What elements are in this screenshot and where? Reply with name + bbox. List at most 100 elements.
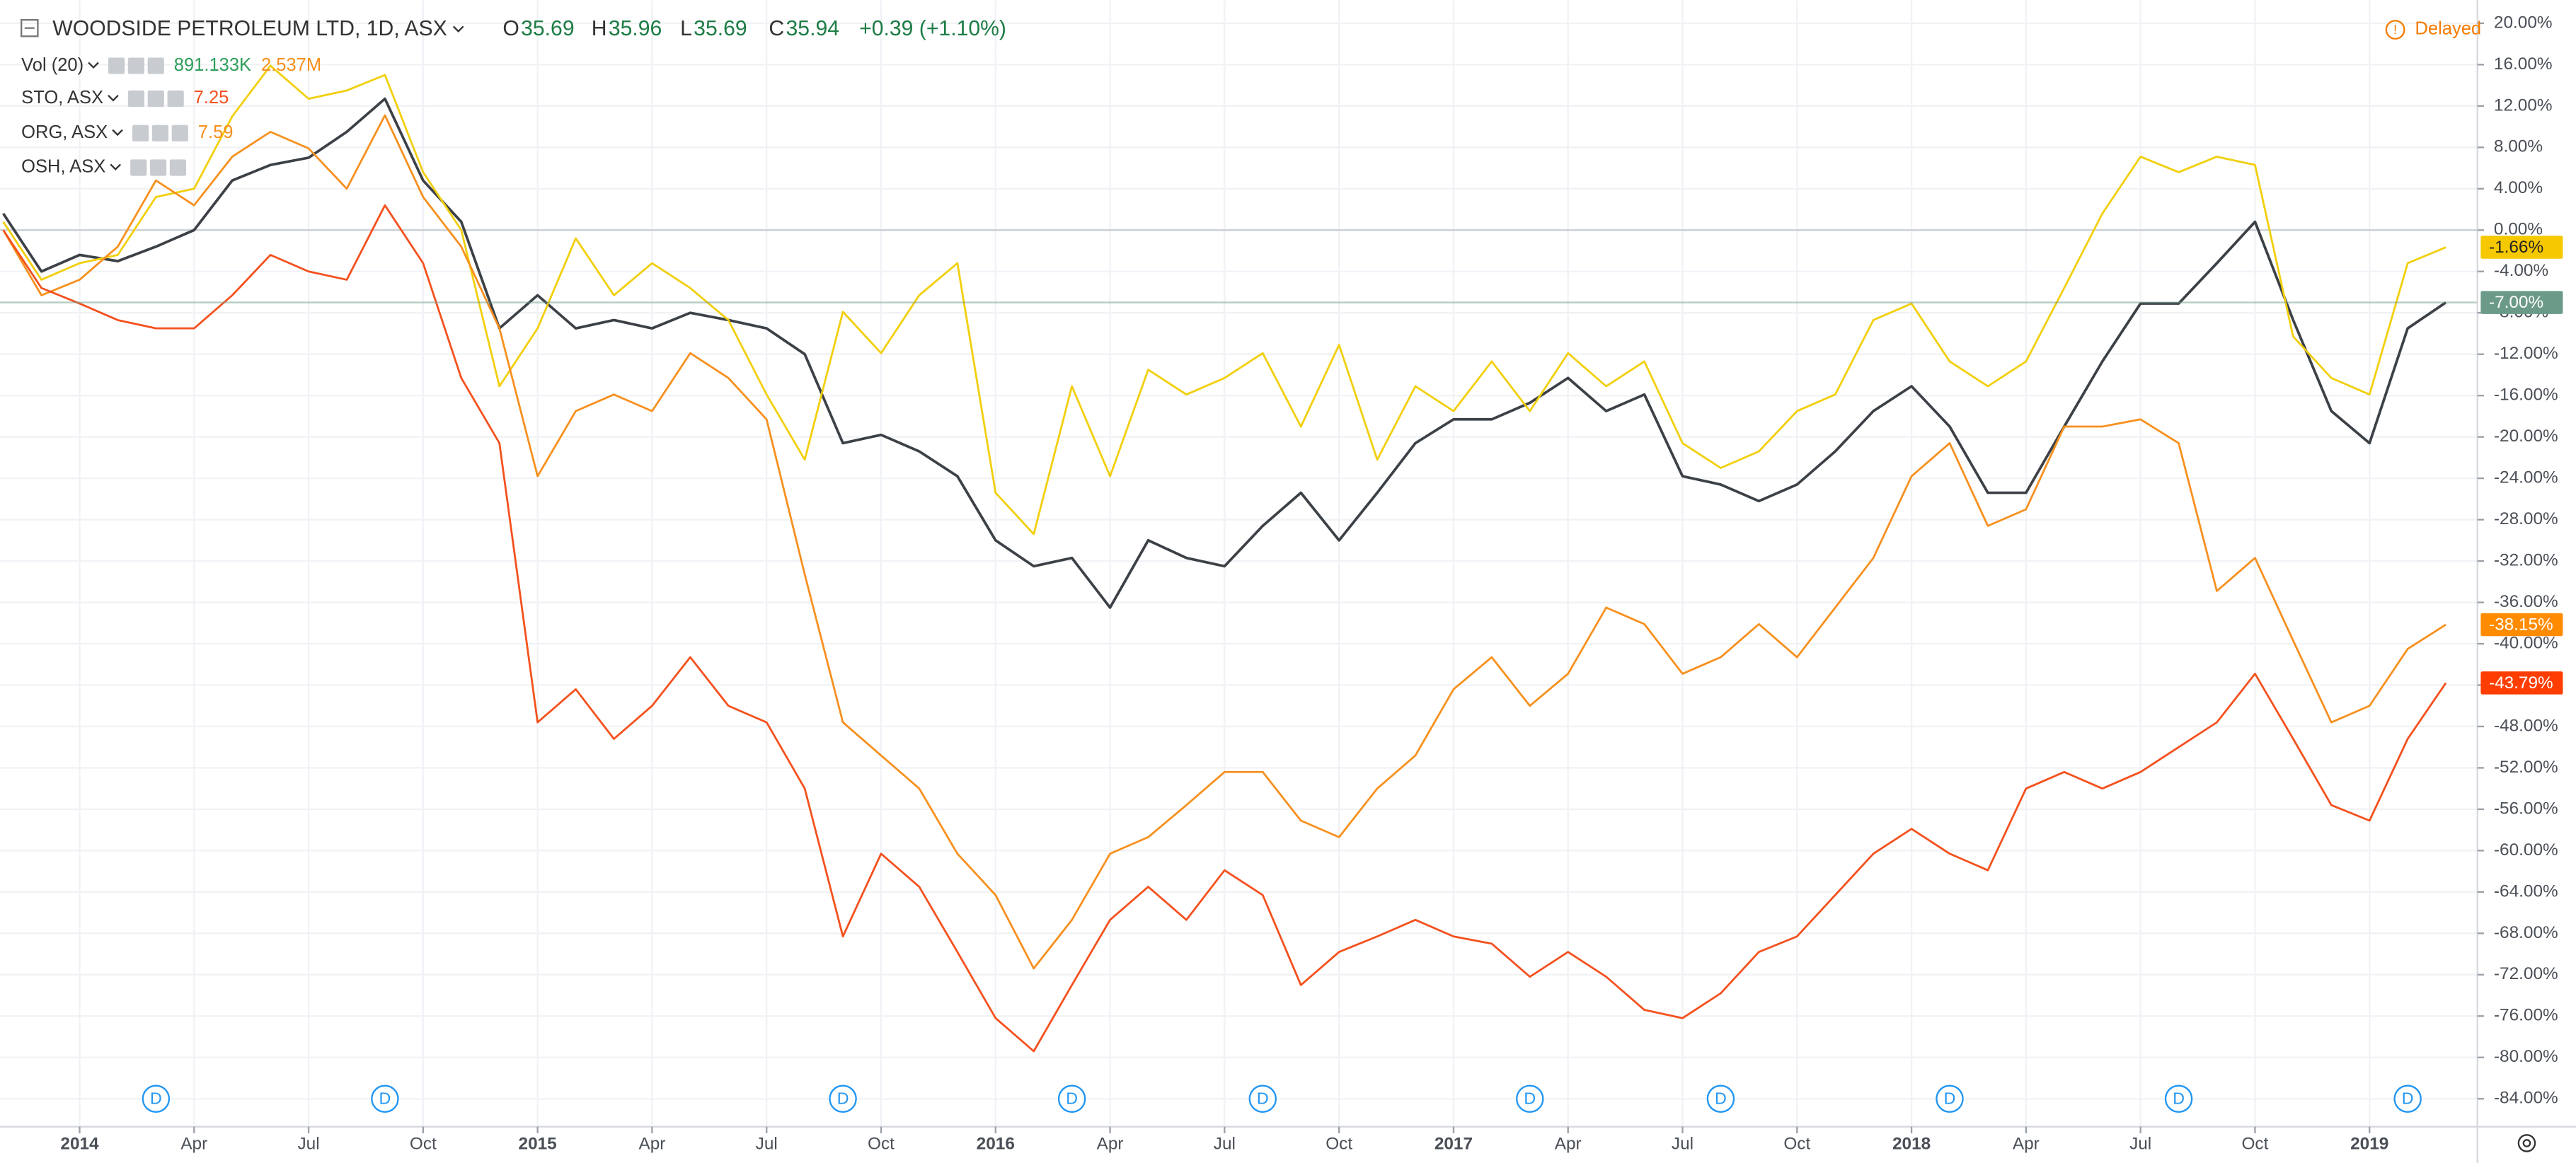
dividend-label: D (150, 1089, 162, 1108)
settings-icon[interactable] (2517, 1134, 2536, 1152)
x-tick-label: Jul (298, 1135, 320, 1154)
legend-caret (110, 163, 122, 170)
y-tick-label: 16.00% (2494, 54, 2553, 74)
legend-name[interactable]: Vol (20) (21, 55, 84, 75)
dividend-marker[interactable] (142, 1084, 171, 1113)
x-tick-label: Apr (180, 1135, 207, 1154)
legend-icon[interactable] (171, 125, 188, 141)
last-value-label: -1.66% (2489, 238, 2543, 257)
dividend-label: D (837, 1089, 849, 1108)
legend-icon[interactable] (147, 57, 164, 74)
y-tick-label: -32.00% (2494, 551, 2558, 570)
dividend-marker[interactable] (1248, 1084, 1277, 1113)
legend-name[interactable]: ORG, ASX (21, 122, 108, 142)
legend-caret (112, 129, 123, 137)
legend-icon[interactable] (147, 90, 164, 108)
axes: 20.00% 16.00% 12.00% 8.00% 4.00% 0.00% -4.00% -… (60, 13, 2563, 1154)
ohlc: O 35.69 H 35.96 L 35.69 C 35.94 (502, 17, 839, 40)
x-tick-label: 2017 (1434, 1135, 1473, 1154)
y-tick-label: -72.00% (2494, 964, 2558, 983)
legend-icon[interactable] (149, 159, 167, 176)
legend-name[interactable]: STO, ASX (21, 88, 103, 108)
last-value-label: -7.00% (2489, 293, 2543, 312)
dividend-label: D (1066, 1089, 1078, 1108)
dividend-marker[interactable] (1057, 1084, 1086, 1113)
x-tick-label: Oct (2241, 1135, 2268, 1154)
x-tick-label: Jul (756, 1135, 778, 1154)
dividend-marker[interactable] (1936, 1084, 1964, 1113)
series-line (2, 97, 2447, 609)
x-tick-label: Oct (1783, 1135, 1810, 1154)
symbol-title[interactable]: WOODSIDE PETROLEUM LTD, 1D, ASX (52, 17, 447, 40)
dividend-marker[interactable] (829, 1084, 857, 1113)
legend-icon[interactable] (130, 159, 147, 176)
dividend-label: D (1944, 1089, 1956, 1108)
y-tick-label: -12.00% (2494, 344, 2558, 363)
legend-caret (88, 62, 99, 69)
last-value-badge (2480, 236, 2563, 259)
dividend-marker[interactable] (1706, 1084, 1735, 1113)
dividend-marker[interactable] (2393, 1084, 2422, 1113)
x-tick-label: Apr (1555, 1135, 1582, 1154)
ohlc-key: O (502, 17, 519, 40)
ohlc-value: 35.69 (694, 17, 747, 40)
legend-icon[interactable] (127, 57, 145, 74)
legend-icon[interactable] (132, 125, 149, 141)
legend: Vol (20) 891.133K 2.537M STO, ASX 7.25 ORG, A… (21, 55, 321, 177)
last-value-label: -43.79% (2489, 673, 2553, 693)
y-tick-label: 4.00% (2494, 178, 2543, 197)
legend-icon[interactable] (167, 90, 184, 108)
ohlc-key: L (680, 17, 692, 40)
x-tick-label: Jul (1214, 1135, 1236, 1154)
y-tick-label: -40.00% (2494, 633, 2558, 652)
dividend-label: D (2173, 1089, 2185, 1108)
x-tick-label: 2019 (2350, 1135, 2388, 1154)
y-tick-label: -28.00% (2494, 509, 2558, 528)
series-line (2, 204, 2447, 1053)
legend-icon[interactable] (127, 90, 145, 108)
y-tick-label: 0.00% (2494, 220, 2543, 239)
legend-name[interactable]: OSH, ASX (21, 157, 105, 177)
dividend-label: D (1715, 1089, 1727, 1108)
y-tick-label: -48.00% (2494, 716, 2558, 735)
legend-icon[interactable] (169, 159, 187, 176)
ohlc-key: H (592, 17, 607, 40)
change: +0.39 (+1.10%) (859, 17, 1006, 40)
y-tick-label: -24.00% (2494, 468, 2558, 487)
x-tick-label: 2014 (60, 1135, 99, 1154)
last-value-badge (2480, 671, 2563, 695)
x-tick-label: 2015 (519, 1135, 557, 1154)
legend-icon[interactable] (151, 125, 169, 141)
dividend-marker[interactable] (371, 1084, 399, 1113)
x-tick-label: 2018 (1892, 1135, 1931, 1154)
legend-value: 7.59 (198, 122, 234, 142)
delayed-icon-mark: ! (2393, 22, 2397, 37)
last-value-badge (2480, 613, 2563, 637)
y-tick-label: -84.00% (2494, 1089, 2558, 1108)
dividend-label: D (2402, 1089, 2414, 1108)
delayed-icon (2385, 20, 2405, 40)
y-tick-label: -20.00% (2494, 427, 2558, 446)
dividend-label: D (1257, 1089, 1269, 1108)
grid (0, 0, 2478, 1127)
dividend-marker[interactable] (1516, 1084, 1544, 1113)
collapse-icon[interactable] (21, 18, 39, 37)
y-tick-label: -56.00% (2494, 799, 2558, 818)
legend-value: 7.25 (194, 88, 229, 108)
legend-icon[interactable] (108, 57, 125, 74)
ohlc-value: 35.96 (609, 17, 662, 40)
dividend-label: D (1524, 1089, 1536, 1108)
series-line (2, 114, 2446, 970)
dividend-marker[interactable] (2164, 1084, 2193, 1113)
y-tick-label: -4.00% (2494, 261, 2548, 280)
x-tick-label: Apr (638, 1135, 665, 1154)
y-tick-label: -76.00% (2494, 1006, 2558, 1025)
x-tick-label: Apr (2013, 1135, 2040, 1154)
delayed-status[interactable]: Delayed (2415, 19, 2482, 39)
legend-value: 2.537M (261, 55, 321, 75)
y-tick-label: -68.00% (2494, 923, 2558, 942)
